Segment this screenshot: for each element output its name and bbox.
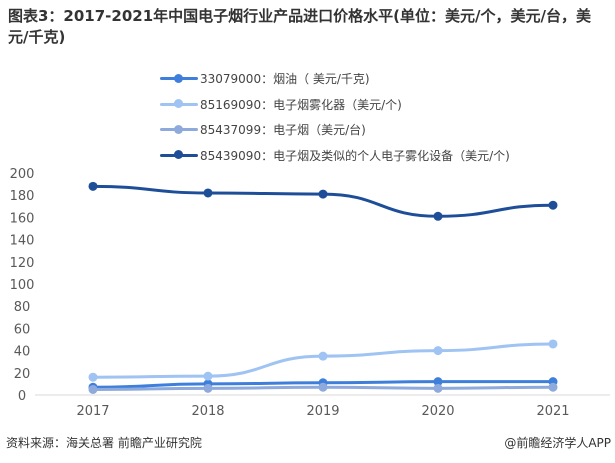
data-point — [203, 188, 213, 198]
data-point — [203, 371, 213, 381]
legend: 33079000：烟油（ 美元/千克) 85169090：电子烟雾化器（美元/个)… — [160, 66, 510, 168]
y-tick-label: 160 — [10, 211, 35, 226]
x-tick-label: 2019 — [306, 404, 339, 419]
legend-label: 85169090：电子烟雾化器（美元/个) — [200, 97, 402, 112]
brand-label: @前瞻经济学人APP — [504, 436, 611, 450]
data-point — [318, 189, 328, 199]
x-tick-label: 2018 — [191, 404, 224, 419]
data-point — [203, 383, 213, 393]
data-point — [318, 382, 328, 392]
y-tick-label: 180 — [10, 189, 35, 204]
y-tick-label: 60 — [14, 322, 31, 337]
data-point — [433, 383, 443, 393]
legend-swatch — [160, 124, 198, 135]
legend-item: 33079000：烟油（ 美元/千克) — [160, 66, 510, 92]
legend-item: 85437099：电子烟（美元/台) — [160, 117, 510, 143]
y-tick-label: 120 — [10, 256, 35, 271]
legend-label: 33079000：烟油（ 美元/千克) — [200, 72, 370, 87]
data-point — [88, 372, 98, 382]
x-tick-label: 2021 — [536, 404, 569, 419]
y-tick-label: 100 — [10, 278, 35, 293]
x-tick-label: 2020 — [421, 404, 454, 419]
legend-item: 85439090：电子烟及类似的个人电子雾化设备（美元/个) — [160, 143, 510, 169]
data-point — [548, 339, 558, 349]
y-tick-label: 20 — [14, 367, 31, 382]
data-point — [88, 181, 98, 191]
legend-label: 85439090：电子烟及类似的个人电子雾化设备（美元/个) — [200, 148, 510, 163]
data-point — [433, 377, 443, 387]
data-point — [548, 382, 558, 392]
y-tick-label: 140 — [10, 234, 35, 249]
legend-swatch — [160, 73, 198, 84]
data-point — [88, 384, 98, 394]
legend-swatch — [160, 99, 198, 109]
y-tick-label: 200 — [10, 167, 35, 182]
x-tick-label: 2017 — [76, 404, 109, 419]
legend-swatch — [160, 150, 198, 160]
legend-item: 85169090：电子烟雾化器（美元/个) — [160, 92, 510, 118]
legend-label: 85437099：电子烟（美元/台) — [200, 123, 366, 138]
data-point — [433, 346, 443, 356]
y-tick-label: 40 — [14, 345, 31, 360]
data-point — [433, 211, 443, 221]
data-point — [318, 351, 328, 361]
y-tick-label: 80 — [14, 300, 31, 315]
source-note: 资料来源：海关总署 前瞻产业研究院 — [6, 436, 202, 450]
chart-title: 图表3：2017-2021年中国电子烟行业产品进口价格水平(单位：美元/个，美元… — [8, 7, 591, 46]
data-point — [548, 200, 558, 210]
y-tick-label: 0 — [18, 389, 26, 404]
